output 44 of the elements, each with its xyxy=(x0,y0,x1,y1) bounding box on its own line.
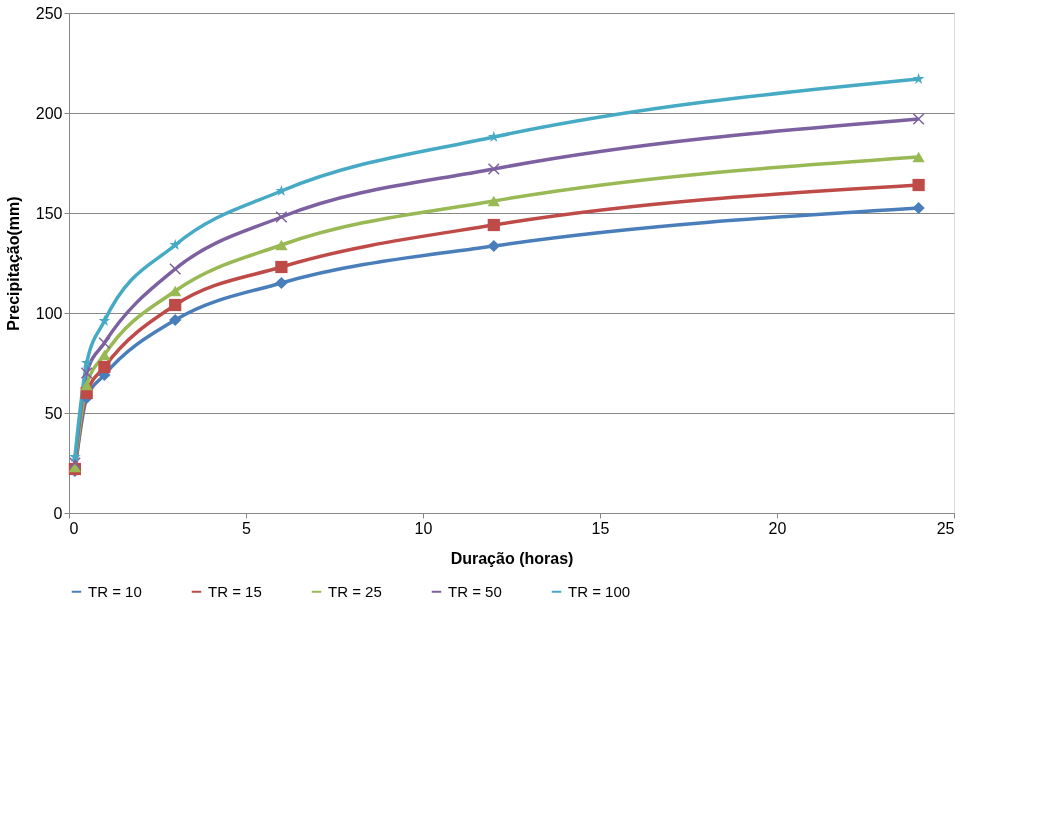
point xyxy=(169,298,182,312)
point xyxy=(275,211,288,223)
x-tick-label: 5 xyxy=(242,519,252,537)
legend-label: TR = 50 xyxy=(448,582,502,600)
y-tick-label: 0 xyxy=(53,504,63,522)
legend-label: TR = 25 xyxy=(328,582,382,600)
y-axis-title: Precipitação(mm) xyxy=(4,196,22,331)
point xyxy=(275,276,288,290)
legend-label: TR = 100 xyxy=(568,582,631,600)
point xyxy=(98,360,111,374)
x-tick-label: 25 xyxy=(936,519,955,537)
point xyxy=(275,260,288,274)
point xyxy=(98,349,111,361)
point xyxy=(912,113,925,125)
y-tick-label: 50 xyxy=(44,404,63,422)
point xyxy=(487,218,500,232)
point xyxy=(487,163,500,175)
point xyxy=(487,239,500,253)
x-tick-label: 0 xyxy=(69,519,79,537)
y-tick-label: 250 xyxy=(35,4,63,22)
point xyxy=(98,337,111,349)
point xyxy=(80,379,93,391)
point xyxy=(169,238,182,250)
x-tick-label: 15 xyxy=(591,519,610,537)
y-tick-label: 150 xyxy=(35,204,63,222)
point xyxy=(169,285,182,297)
point xyxy=(80,356,93,368)
legend-label: TR = 10 xyxy=(88,582,142,600)
point xyxy=(912,201,925,215)
x-axis-title: Duração (horas) xyxy=(450,549,574,567)
point xyxy=(275,239,288,251)
y-tick-label: 100 xyxy=(35,304,63,322)
point xyxy=(80,367,93,379)
y-tick-label: 200 xyxy=(35,104,63,122)
point xyxy=(98,314,111,326)
point xyxy=(912,72,925,84)
point xyxy=(912,151,925,163)
x-tick-label: 10 xyxy=(414,519,433,537)
point xyxy=(68,457,81,469)
x-tick-label: 20 xyxy=(768,519,787,537)
point xyxy=(169,313,182,327)
legend-label: TR = 15 xyxy=(208,582,262,600)
point xyxy=(487,195,500,207)
point xyxy=(912,178,925,192)
